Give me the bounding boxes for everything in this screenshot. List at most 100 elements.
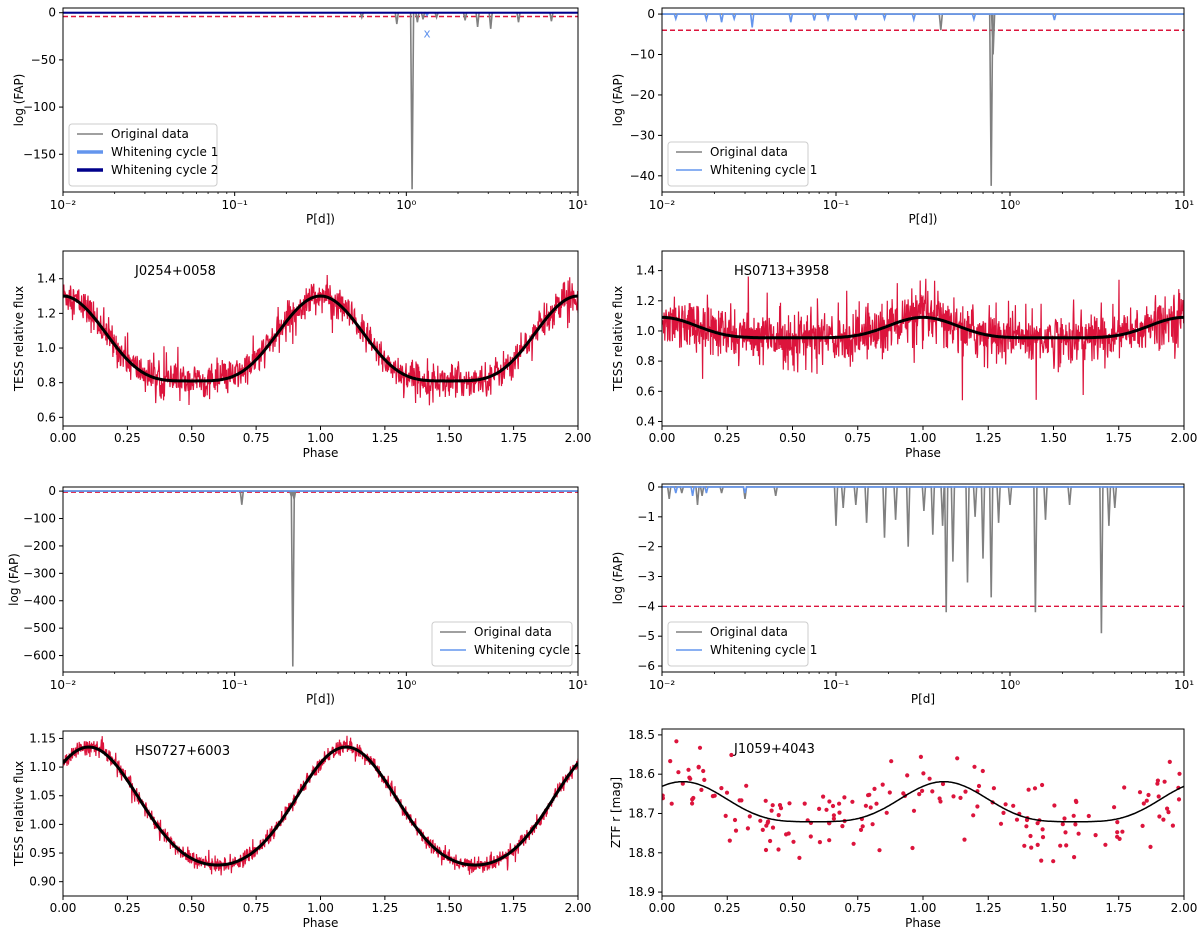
data-point <box>676 770 681 775</box>
data-point <box>1103 842 1108 847</box>
data-point <box>1032 786 1038 791</box>
data-point <box>951 794 956 799</box>
y-tick-label: 1.4 <box>37 272 56 286</box>
star-name-label: HS0713+3958 <box>734 264 829 279</box>
chart-panel-p7: 0.00 0.25 0.50 0.75 1.00 1.25 1.50 1.75 2.00 0.90… <box>12 730 591 930</box>
data-point <box>1051 859 1056 864</box>
chart-panel-p6: 10⁻² 10⁻¹ 10⁰ 10¹ 0 −1 −2 −3 −4 −5 −6 P[d] log (FAP)… <box>611 480 1194 706</box>
data-point <box>938 799 943 804</box>
data-point <box>776 847 781 852</box>
legend-box <box>431 621 573 667</box>
x-tick-label: 10⁻¹ <box>823 678 850 692</box>
data-point <box>1115 820 1120 825</box>
y-tick-label: 1.2 <box>37 306 56 320</box>
data-point <box>842 795 847 800</box>
data-point <box>817 806 822 812</box>
y-tick-label: 0 <box>48 6 56 20</box>
data-point <box>1141 801 1146 806</box>
data-point <box>976 783 982 789</box>
data-point <box>874 801 879 806</box>
data-point <box>1144 798 1149 803</box>
y-axis-label: log (FAP) <box>7 553 21 606</box>
legend-label: Original data <box>474 625 552 639</box>
x-tick-label: 1.00 <box>910 901 937 915</box>
y-tick-label: −20 <box>630 88 655 102</box>
data-point <box>1071 813 1076 818</box>
x-tick-label: 1.50 <box>1040 901 1067 915</box>
x-tick-label: 1.25 <box>372 901 399 915</box>
chart-panel-p2: 10⁻² 10⁻¹ 10⁰ 10¹ 0 −10 −20 −30 −40 P[d]) log (FAP… <box>611 7 1194 226</box>
chart-panel-p5: 10⁻² 10⁻¹ 10⁰ 10¹ 0 −100 −200 −300 −400 −500 −600 P… <box>7 484 588 706</box>
data-point <box>808 834 813 839</box>
x-tick-label: 0.50 <box>178 901 205 915</box>
model-curve <box>662 780 1184 823</box>
y-tick-label: −2 <box>637 540 655 554</box>
data-point <box>831 813 837 818</box>
y-tick-label: 1.05 <box>29 789 56 803</box>
x-tick-label: 1.75 <box>1105 901 1132 915</box>
x-tick-label: 1.00 <box>307 431 334 445</box>
data-point <box>1155 781 1160 786</box>
data-point <box>1073 798 1078 804</box>
data-point <box>691 795 696 801</box>
data-point <box>674 739 679 744</box>
data-point <box>963 789 968 794</box>
data-point <box>830 803 836 809</box>
original-data-series <box>63 11 578 190</box>
legend-label: Whitening cycle 2 <box>111 163 218 177</box>
y-tick-label: −10 <box>630 48 655 62</box>
y-tick-label: −1 <box>637 510 655 524</box>
data-point <box>920 788 925 794</box>
x-tick-label: 1.00 <box>307 901 334 915</box>
x-tick-label: 10⁰ <box>1000 198 1020 212</box>
y-tick-label: 0.8 <box>37 376 56 390</box>
y-tick-label: −100 <box>23 100 56 114</box>
data-point <box>696 764 701 769</box>
data-point <box>770 803 775 808</box>
x-tick-label: 10⁻¹ <box>221 678 248 692</box>
data-point <box>1064 843 1069 848</box>
data-point <box>776 813 781 818</box>
data-point <box>719 786 724 791</box>
x-tick-label: 2.00 <box>1171 431 1198 445</box>
highlight-marker: x <box>423 26 430 40</box>
data-point <box>1058 843 1063 848</box>
data-point <box>1072 855 1077 860</box>
x-axis-label: P[d]) <box>306 212 335 226</box>
x-tick-label: 2.00 <box>565 431 592 445</box>
data-point <box>940 781 946 787</box>
x-tick-label: 0.00 <box>50 431 77 445</box>
data-point <box>1039 858 1044 863</box>
data-point <box>680 781 685 786</box>
legend-label: Original data <box>710 145 788 159</box>
data-point <box>1120 829 1125 834</box>
x-axis-label: Phase <box>303 446 339 460</box>
x-tick-label: 0.50 <box>178 431 205 445</box>
legend: Original data Whitening cycle 1 <box>431 621 581 667</box>
y-tick-label: 18.9 <box>628 885 655 899</box>
data-point <box>887 790 892 795</box>
y-tick-label: 0.6 <box>37 410 56 424</box>
data-point <box>727 838 732 843</box>
data-point <box>850 799 855 804</box>
y-tick-label: 1.0 <box>636 324 655 338</box>
y-tick-label: 0.8 <box>636 354 655 368</box>
axes-frame <box>62 7 579 193</box>
data-point <box>662 793 665 798</box>
data-point <box>837 810 842 815</box>
legend-label: Whitening cycle 1 <box>474 643 581 657</box>
data-point <box>958 795 963 801</box>
data-point <box>1086 813 1091 819</box>
y-tick-label: 0 <box>647 7 655 21</box>
y-tick-label: 1.00 <box>29 817 56 831</box>
x-tick-label: 2.00 <box>1171 901 1198 915</box>
data-point <box>918 754 924 760</box>
data-point <box>797 855 802 861</box>
y-tick-label: 1.4 <box>636 264 655 278</box>
y-tick-label: −300 <box>23 566 56 580</box>
data-point <box>737 798 742 803</box>
y-tick-label: 0.6 <box>636 384 655 398</box>
whitening-cycle-1-series <box>662 486 1184 497</box>
data-point <box>791 839 796 844</box>
